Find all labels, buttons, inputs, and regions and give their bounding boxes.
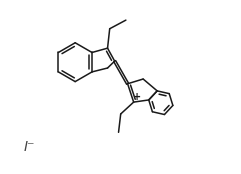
- Text: +: +: [134, 92, 142, 102]
- Text: I⁻: I⁻: [23, 140, 35, 154]
